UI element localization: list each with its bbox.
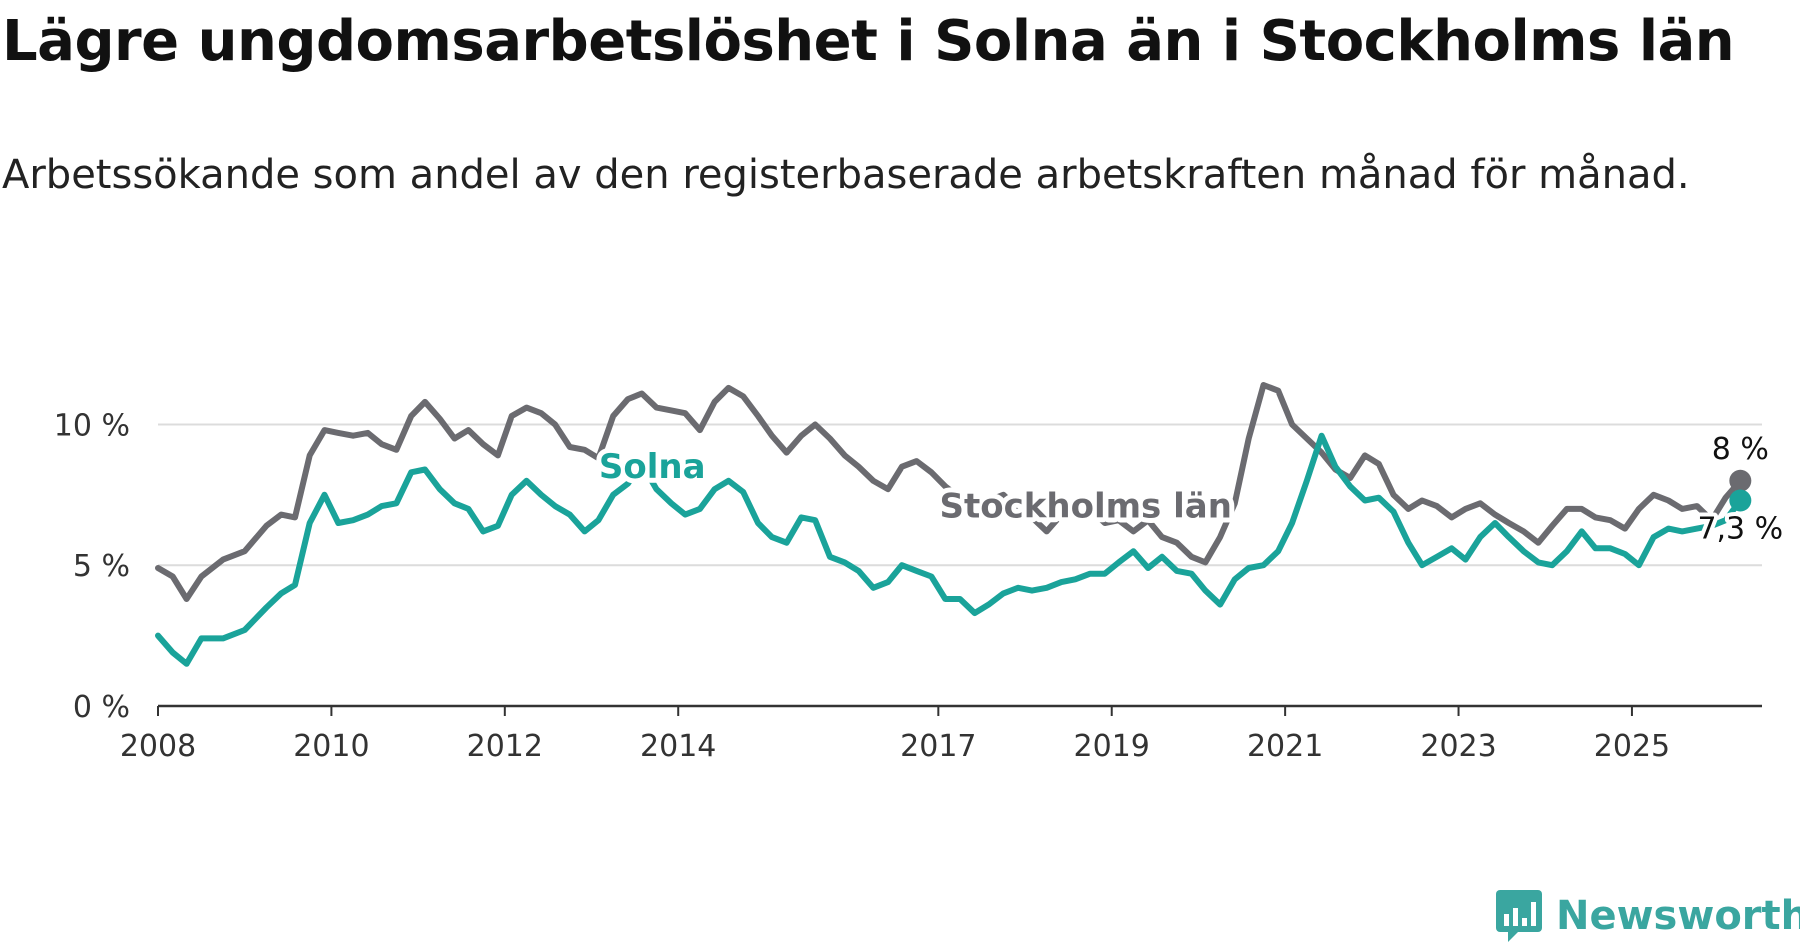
brand-name: Newsworthy <box>1556 893 1800 939</box>
series-label-halo-solna: Solna <box>599 447 706 487</box>
y-tick-label: 0 % <box>73 690 130 725</box>
bar-chart-bubble-icon <box>1496 890 1542 942</box>
newsworthy-logo: Newsworthy <box>1494 886 1800 946</box>
series-lines <box>155 382 1752 667</box>
series-end-dot-stockholms-l-n <box>1729 469 1752 492</box>
chart-title: Lägre ungdomsarbetslöshet i Solna än i S… <box>2 9 1735 74</box>
series-label-solna: Solna <box>599 447 706 487</box>
x-tick-label: 2025 <box>1594 729 1670 764</box>
x-tick-label: 2023 <box>1420 729 1496 764</box>
chart-subtitle: Arbetssökande som andel av den registerb… <box>2 152 1690 198</box>
x-tick-label: 2008 <box>120 729 196 764</box>
end-value-halo-solna: 7,3 % <box>1697 511 1783 546</box>
x-tick-label: 2010 <box>293 729 369 764</box>
end-value-label-stockholms-l-n: 8 % <box>1712 432 1769 467</box>
x-axis: 2008 2010 2012 2014 2017 2019 2021 2023 2025 <box>120 704 1762 764</box>
end-value-label-solna: 7,3 % <box>1697 511 1783 546</box>
y-axis-ticks: 0 % 5 % 10 % <box>54 408 130 725</box>
x-tick-label: 2012 <box>467 729 543 764</box>
x-tick-label: 2019 <box>1074 729 1150 764</box>
series-end-dot-solna <box>1729 489 1752 512</box>
y-tick-label: 10 % <box>54 408 130 443</box>
y-tick-label: 5 % <box>73 549 130 584</box>
series-line-solna <box>155 432 1744 667</box>
gridlines <box>158 423 1762 567</box>
x-tick-label: 2021 <box>1247 729 1323 764</box>
end-value-halo-stockholms-l-n: 8 % <box>1712 432 1769 467</box>
x-tick-label: 2017 <box>900 729 976 764</box>
series-label-stockholms-l-n: Stockholms län <box>940 486 1232 526</box>
x-tick-label: 2014 <box>640 729 716 764</box>
series-label-halo-stockholms-l-n: Stockholms län <box>940 486 1232 526</box>
series-line-stockholms-l-n <box>155 382 1744 602</box>
